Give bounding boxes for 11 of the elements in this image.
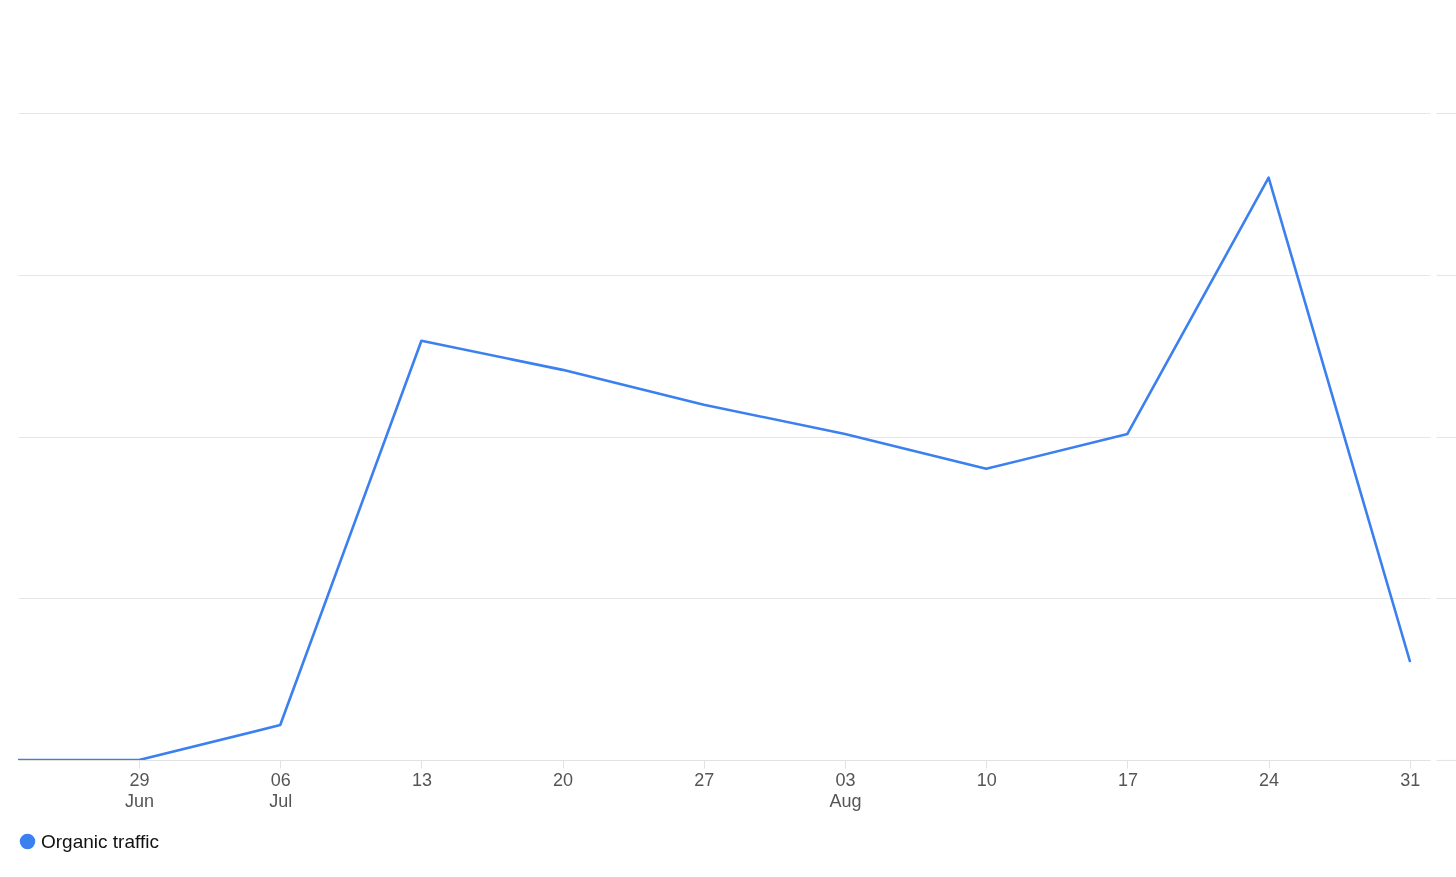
x-tick-label: 31: [1400, 769, 1421, 790]
x-tick-label: 13: [411, 769, 432, 790]
x-tick-label: 17: [1117, 769, 1138, 790]
x-tick-label: 20: [553, 769, 574, 790]
x-tick-label: 06 Jul: [269, 769, 293, 811]
x-tick-label: 03 Aug: [829, 769, 862, 811]
x-tick-label: 24: [1259, 769, 1280, 790]
legend-label: Organic traffic: [41, 830, 159, 852]
x-tick-label: 10: [976, 769, 997, 790]
x-tick-label: 27: [694, 769, 715, 790]
x-tick-label: 29 Jun: [125, 769, 155, 811]
